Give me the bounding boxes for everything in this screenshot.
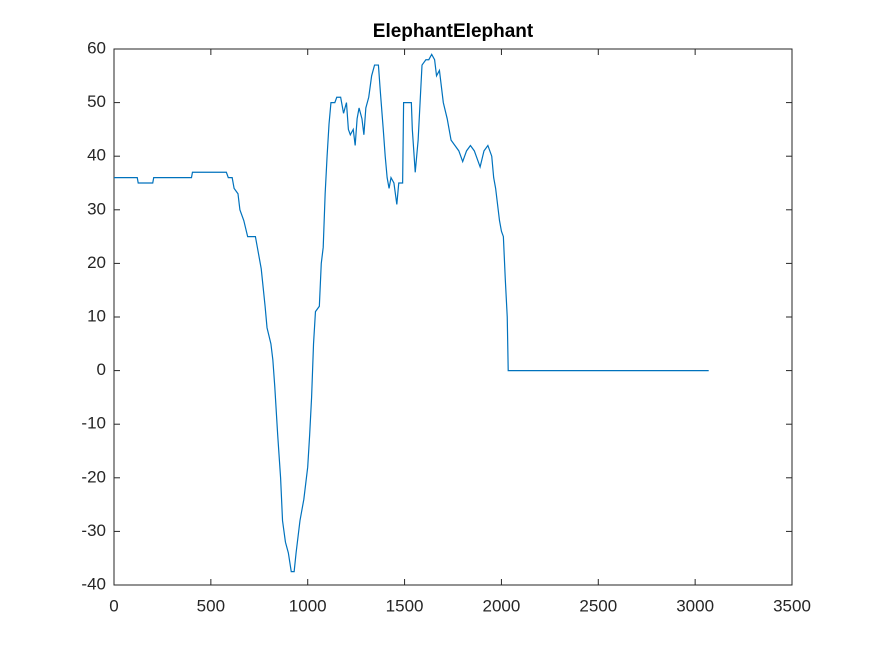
x-tick-label: 1500	[386, 596, 424, 615]
y-tick-label: -40	[81, 574, 106, 593]
x-tick-label: 0	[109, 596, 118, 615]
x-tick-label: 2000	[483, 596, 521, 615]
x-tick-label: 2500	[579, 596, 617, 615]
y-tick-label: 0	[97, 360, 106, 379]
y-tick-label: -20	[81, 467, 106, 486]
y-tick-label: 60	[87, 38, 106, 57]
y-tick-label: 40	[87, 146, 106, 165]
x-tick-label: 500	[197, 596, 225, 615]
x-tick-label: 1000	[289, 596, 327, 615]
x-tick-label: 3500	[773, 596, 811, 615]
y-tick-label: 20	[87, 253, 106, 272]
y-tick-label: 30	[87, 199, 106, 218]
y-tick-label: -30	[81, 521, 106, 540]
line-series	[114, 53, 709, 573]
y-tick-label: 50	[87, 92, 106, 111]
x-tick-label: 3000	[676, 596, 714, 615]
y-tick-label: 10	[87, 306, 106, 325]
chart-title: ElephantElephant	[373, 21, 534, 42]
y-tick-label: -10	[81, 414, 106, 433]
